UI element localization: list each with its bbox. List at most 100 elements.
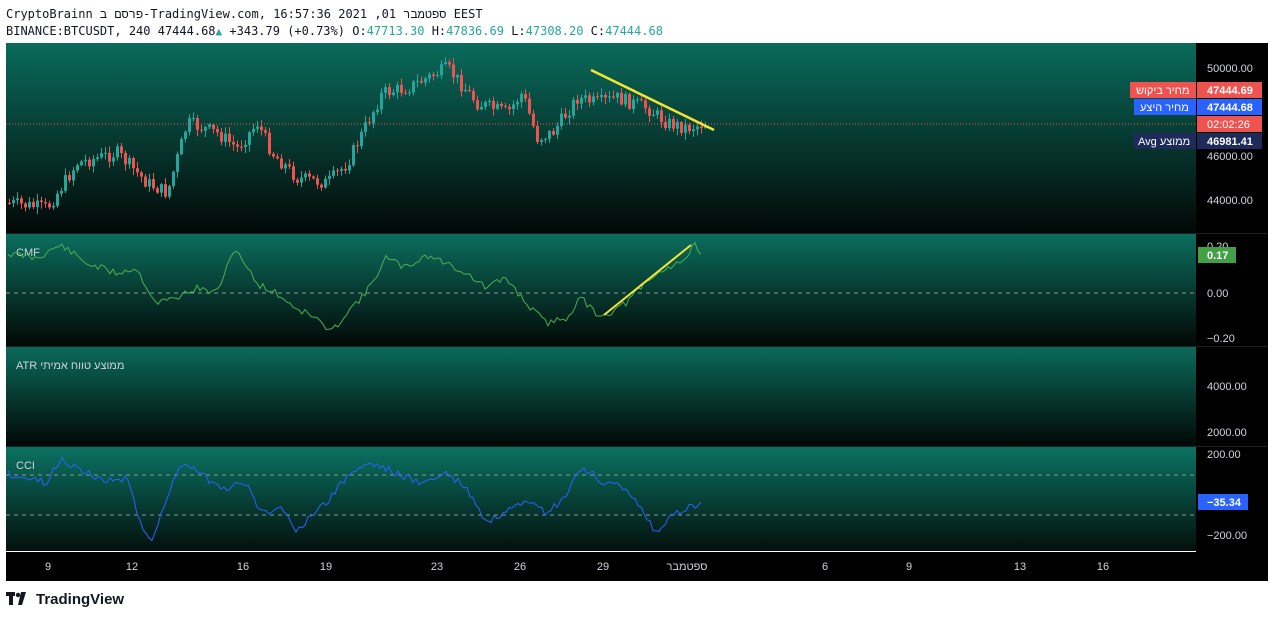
brand-name: TradingView: [36, 590, 125, 608]
candle-body: [680, 121, 683, 133]
candle-body: [400, 84, 403, 93]
candle-body: [404, 92, 407, 94]
bid-price-badge: [1197, 99, 1262, 115]
candle-body: [340, 168, 343, 171]
candle-body: [392, 92, 395, 96]
candle-body: [316, 178, 319, 185]
candle-body: [48, 203, 51, 208]
close-value: 47444.68: [605, 24, 663, 38]
candle-body: [308, 173, 311, 177]
candle-body: [648, 108, 651, 116]
candle-body: [116, 146, 119, 158]
price-axis-label: 46000.00: [1207, 151, 1253, 163]
candle-body: [616, 92, 619, 98]
trendline-cmf[interactable]: [603, 244, 692, 316]
candle-body: [588, 95, 591, 103]
candle-body: [232, 141, 235, 145]
cci-line: [7, 456, 702, 542]
candle-body: [596, 96, 599, 98]
candle-body: [528, 98, 531, 114]
candle-body: [328, 175, 331, 179]
candle-body: [580, 97, 583, 104]
chart-container[interactable]: 50000.00 46000.00 44000.00 מחיר ביקוש 47…: [6, 43, 1268, 581]
avg-label: Avg ממוצע: [1138, 136, 1190, 148]
candle-body: [560, 113, 563, 126]
trendline-price[interactable]: [590, 68, 715, 132]
publish-info: CryptoBrainn פרסם ב-TradingView.com, ספט…: [6, 7, 483, 22]
candle-body: [76, 165, 79, 171]
candle-body: [660, 110, 663, 123]
candle-body: [236, 144, 239, 147]
candle-body: [312, 176, 315, 179]
time-axis-label: 29: [597, 561, 609, 573]
candle-body: [684, 124, 687, 133]
cci-axis-label: 200.00: [1207, 449, 1241, 461]
candle-body: [692, 129, 695, 132]
candle-body: [92, 158, 95, 167]
time-axis-bg[interactable]: [6, 552, 1268, 581]
candle-body: [140, 172, 143, 177]
cci-axis-label: −200.00: [1207, 530, 1247, 542]
candle-body: [536, 125, 539, 142]
candle-body: [452, 64, 455, 78]
time-axis-label: 12: [126, 561, 138, 573]
candle-body: [208, 124, 211, 128]
candle-body: [376, 109, 379, 113]
candle-body: [420, 80, 423, 83]
avg-price-badge: [1197, 133, 1262, 149]
candle-body: [640, 99, 643, 101]
ask-price: 47444.69: [1207, 85, 1253, 97]
candle-body: [40, 200, 43, 202]
candle-body: [460, 75, 463, 92]
candlestick-series: [8, 57, 707, 214]
close-label: C:: [590, 24, 606, 38]
cci-value-badge: [1198, 494, 1248, 510]
candle-body: [296, 179, 299, 183]
candle-body: [72, 170, 75, 181]
candle-body: [556, 125, 559, 135]
candle-body: [148, 179, 151, 187]
candle-body: [700, 126, 703, 129]
candle-body: [252, 128, 255, 133]
candle-body: [360, 131, 363, 147]
candle-body: [112, 157, 115, 162]
candle-body: [36, 200, 39, 208]
candle-body: [280, 158, 283, 169]
candle-body: [284, 164, 287, 169]
candle-body: [568, 115, 571, 118]
time-axis-label: 16: [1097, 561, 1109, 573]
cci-pane[interactable]: [6, 447, 1196, 551]
candle-body: [652, 114, 655, 116]
candle-body: [552, 130, 555, 135]
candle-body: [612, 96, 615, 98]
candle-body: [268, 132, 271, 154]
last-price: 47444.68: [157, 24, 216, 38]
atr-pane[interactable]: [6, 347, 1196, 446]
tradingview-logo[interactable]: TradingView: [6, 589, 124, 609]
candle-body: [84, 159, 87, 162]
candle-body: [204, 127, 207, 131]
candle-body: [688, 124, 691, 132]
publish-text: CryptoBrainn פרסם ב-TradingView.com, ספט…: [6, 7, 483, 21]
candle-body: [304, 173, 307, 178]
candle-body: [332, 170, 335, 176]
candle-body: [472, 91, 475, 101]
candle-body: [292, 166, 295, 180]
candle-body: [80, 161, 83, 166]
candle-body: [128, 158, 131, 165]
cmf-pane[interactable]: [6, 234, 1196, 346]
candle-body: [324, 178, 327, 188]
price-axis-label: 50000.00: [1207, 63, 1253, 75]
candle-body: [60, 190, 63, 194]
candle-body: [196, 118, 199, 130]
candle-body: [88, 159, 91, 167]
candle-body: [512, 104, 515, 110]
symbol-label[interactable]: BINANCE:BTCUSDT, 240: [6, 24, 151, 38]
ask-price-badge: [1197, 82, 1262, 98]
candle-body: [16, 198, 19, 201]
avg-price: 46981.41: [1207, 136, 1253, 148]
candle-body: [124, 153, 127, 165]
countdown: 02:02:26: [1207, 119, 1250, 131]
candle-body: [68, 175, 71, 181]
candle-body: [256, 126, 259, 129]
